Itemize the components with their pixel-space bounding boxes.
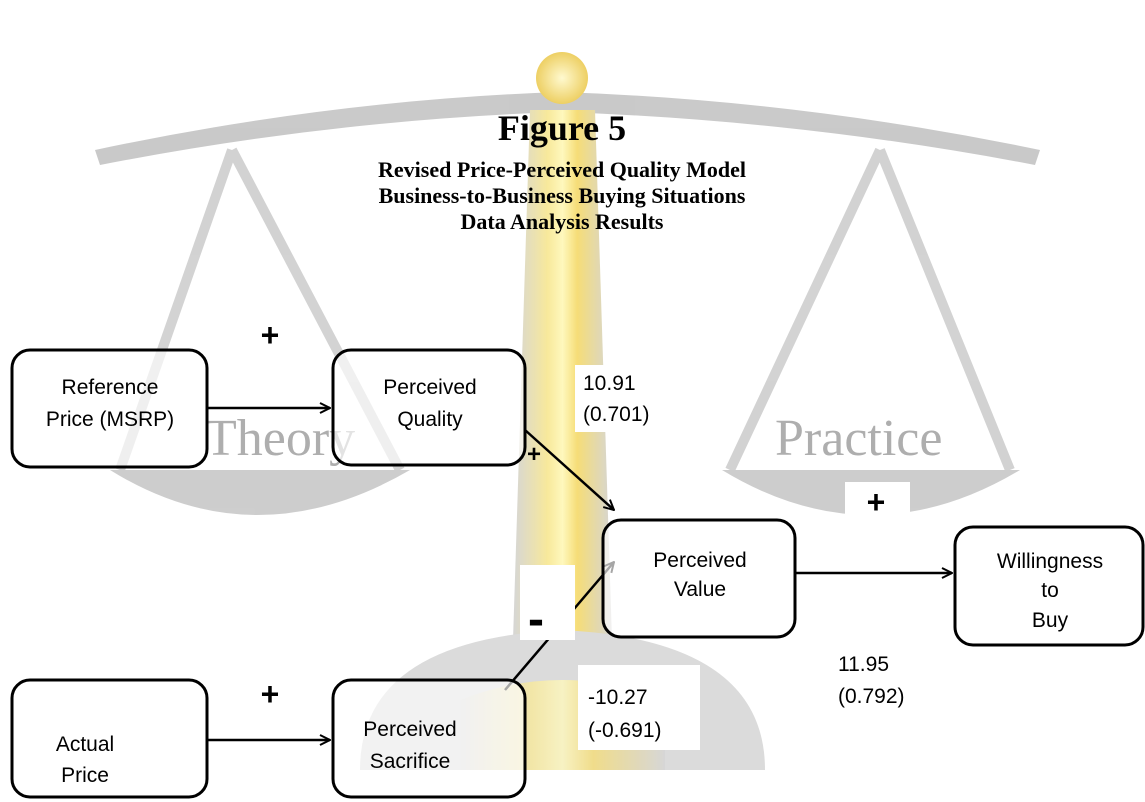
node-label: Reference <box>62 376 159 399</box>
edge-label: 11.95 <box>838 653 889 676</box>
figure-title: Figure 5 <box>498 108 626 148</box>
edge-label: + <box>261 317 280 353</box>
edge-label: -10.27 <box>588 686 648 709</box>
edge-label: (0.792) <box>838 685 905 708</box>
node-label: Quality <box>397 408 463 431</box>
edge-label: - <box>528 593 544 646</box>
node-label: to <box>1041 579 1059 602</box>
node-label: Sacrifice <box>370 750 451 773</box>
figure-subtitle: Revised Price-Perceived Quality Model <box>378 157 746 182</box>
node-label: Perceived <box>653 549 746 572</box>
watermark: Practice <box>775 410 942 467</box>
edge-label: + <box>261 676 280 712</box>
edge-label: 10.91 <box>583 372 636 395</box>
node-label: Price <box>61 764 109 787</box>
node-label: Actual <box>56 733 114 756</box>
edge-label: + <box>527 441 541 468</box>
node-label: Price (MSRP) <box>46 408 174 431</box>
figure-subtitle: Business-to-Business Buying Situations <box>379 183 746 208</box>
edge-label: (-0.691) <box>588 719 662 742</box>
node-label: Willingness <box>997 550 1103 573</box>
edge-label: (0.701) <box>583 403 650 426</box>
figure-subtitle: Data Analysis Results <box>461 209 664 234</box>
node-label: Value <box>674 578 726 601</box>
diagram: TheoryPracticeFigure 5Revised Price-Perc… <box>0 0 1145 802</box>
node-label: Perceived <box>363 718 456 741</box>
node-label: Perceived <box>383 376 476 399</box>
node-label: Buy <box>1032 609 1069 632</box>
edge-label: + <box>867 484 886 520</box>
